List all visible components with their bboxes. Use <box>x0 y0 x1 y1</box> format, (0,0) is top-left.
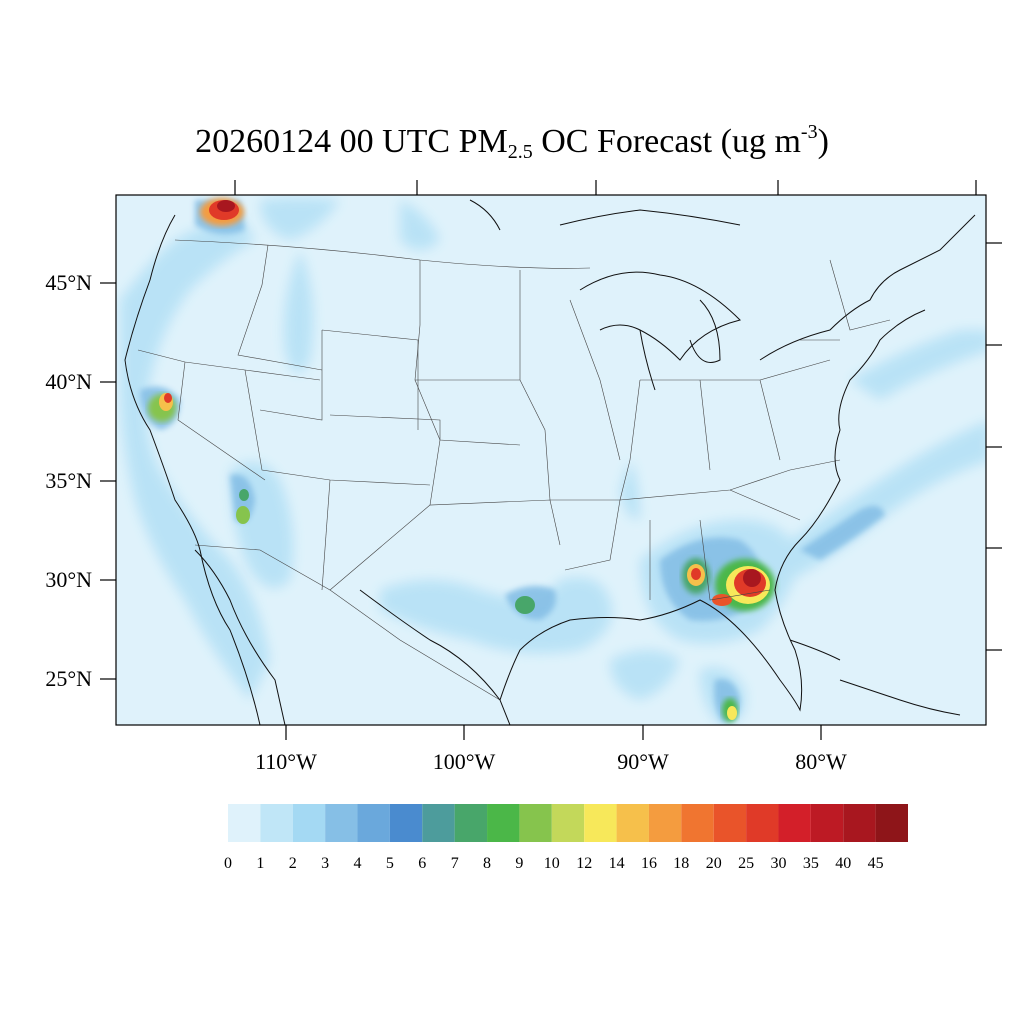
map-frame <box>115 194 987 726</box>
colorbar-swatch <box>228 804 261 842</box>
colorbar-tick-label: 20 <box>705 855 722 872</box>
map-title: 20260124 00 UTC PM2.5 OC Forecast (ug m-… <box>195 121 829 163</box>
colorbar-swatch <box>584 804 617 842</box>
colorbar-swatch <box>487 804 520 842</box>
colorbar-tick-label: 25 <box>738 855 755 872</box>
colorbar-tick-label: 45 <box>867 855 884 872</box>
top-ticks <box>234 180 977 195</box>
colorbar-tick-label: 2 <box>288 855 297 872</box>
hotspot-texas <box>515 596 535 614</box>
hotspot-washington <box>200 198 244 226</box>
hotspot-alabama <box>682 558 710 594</box>
lat-label-25: 25°N <box>45 666 92 691</box>
colorbar-tick-label: 16 <box>641 855 657 872</box>
colorbar-swatch <box>325 804 358 842</box>
colorbar-swatch <box>292 804 326 842</box>
left-ticks <box>100 282 116 680</box>
colorbar-swatch <box>713 804 747 842</box>
hotspot-gulf <box>722 698 738 722</box>
lon-label-90: 90°W <box>617 749 669 774</box>
colorbar-tick-label: 1 <box>256 855 265 872</box>
colorbar-swatch <box>519 804 552 842</box>
lat-label-40: 40°N <box>45 369 92 394</box>
colorbar-tick-label: 0 <box>224 855 232 872</box>
hotspot-arizona <box>236 489 250 524</box>
colorbar-swatch <box>648 804 682 842</box>
colorbar-swatch <box>746 804 779 842</box>
bottom-ticks <box>285 725 822 740</box>
colorbar-tick-label: 4 <box>353 855 362 872</box>
coastlines <box>124 199 976 725</box>
lat-label-45: 45°N <box>45 270 92 295</box>
lon-label-110: 110°W <box>255 749 317 774</box>
colorbar-tick-label: 8 <box>483 855 491 872</box>
lon-label-100: 100°W <box>432 749 496 774</box>
colorbar-swatch <box>778 804 811 842</box>
colorbar-swatch <box>454 804 488 842</box>
colorbar-tick-label: 12 <box>576 855 593 872</box>
lat-label-30: 30°N <box>45 567 92 592</box>
colorbar-swatch <box>681 804 714 842</box>
hotspot-georgia-florida <box>712 559 775 611</box>
colorbar-swatch <box>260 804 293 842</box>
colorbar <box>228 804 908 842</box>
colorbar-tick-label: 10 <box>543 855 560 872</box>
colorbar-tick-label: 7 <box>450 855 459 872</box>
colorbar-swatch <box>810 804 844 842</box>
lat-label-35: 35°N <box>45 468 92 493</box>
colorbar-swatch <box>551 804 585 842</box>
colorbar-tick-label: 3 <box>321 855 330 872</box>
hotspot-california <box>148 393 176 422</box>
colorbar-tick-label: 5 <box>385 855 394 872</box>
colorbar-swatch <box>875 804 908 842</box>
colorbar-tick-label: 9 <box>515 855 524 872</box>
colorbar-swatch <box>357 804 390 842</box>
colorbar-tick-label: 14 <box>608 855 625 872</box>
colorbar-swatch <box>389 804 423 842</box>
colorbar-tick-label: 30 <box>770 855 787 872</box>
state-boundaries <box>137 239 891 701</box>
colorbar-swatch <box>843 804 876 842</box>
colorbar-tick-label: 18 <box>673 855 690 872</box>
right-ticks <box>986 242 1002 651</box>
colorbar-swatch <box>616 804 649 842</box>
colorbar-tick-label: 6 <box>418 855 427 872</box>
colorbar-tick-label: 35 <box>802 855 819 872</box>
lon-label-80: 80°W <box>795 749 847 774</box>
colorbar-tick-label: 40 <box>835 855 852 872</box>
colorbar-swatch <box>422 804 455 842</box>
